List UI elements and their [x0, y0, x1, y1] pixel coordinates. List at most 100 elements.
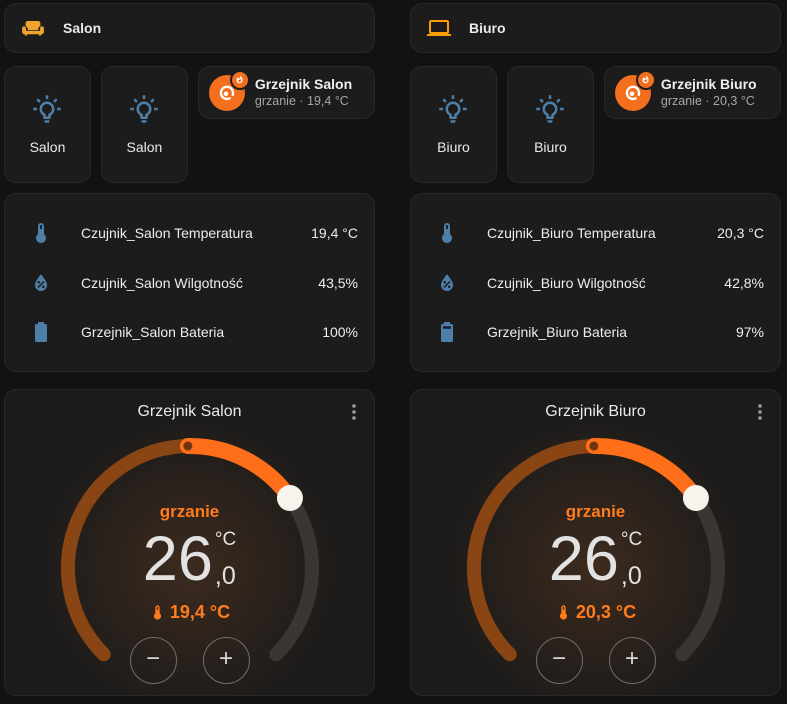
- light-button-label: Biuro: [437, 139, 470, 155]
- heater-chip-salon[interactable]: Grzejnik Salon grzanie · 19,4 °C: [197, 66, 375, 119]
- heater-chip-status: grzanie · 20,3 °C: [660, 94, 755, 109]
- sensor-value: 19,4 °C: [311, 224, 358, 241]
- dial-handle[interactable]: [276, 485, 303, 512]
- target-temperature: 26 °C ,0: [5, 524, 374, 594]
- thermometer-icon: [559, 605, 567, 620]
- laptop-icon: [427, 20, 451, 36]
- target-temp-decimal: ,0: [214, 562, 236, 590]
- thermometer-icon: [36, 222, 46, 243]
- dial-active-segment: [585, 438, 704, 507]
- sensors-card-biuro: Czujnik_Biuro Temperatura 20,3 °C Czujni…: [410, 193, 781, 372]
- target-temp-unit: °C: [620, 529, 643, 550]
- current-temperature-row: 20,3 °C: [411, 602, 780, 623]
- light-button-biuro-1[interactable]: Biuro: [410, 66, 497, 183]
- buttons-row-biuro: Biuro Biuro Grzejnik Biuro grzanie · 2: [410, 66, 781, 183]
- light-button-salon-1[interactable]: Salon: [4, 66, 91, 183]
- sensor-value: 20,3 °C: [717, 224, 764, 241]
- lightbulb-icon: [439, 95, 468, 123]
- light-button-salon-2[interactable]: Salon: [100, 66, 188, 183]
- target-temp-integer: 26: [548, 524, 619, 594]
- fire-icon: [635, 69, 656, 90]
- heater-chip-title: Grzejnik Salon: [254, 76, 353, 93]
- dial-track-heated: [466, 439, 601, 662]
- thermometer-icon: [153, 605, 161, 620]
- target-temp-integer: 26: [142, 524, 213, 594]
- buttons-row-salon: Salon Salon Grzejnik Salon grzanie · 1: [4, 66, 375, 183]
- light-button-label: Salon: [29, 139, 66, 155]
- battery-icon: [35, 322, 47, 343]
- thermostat-dial[interactable]: [410, 420, 781, 696]
- dial-glow: [440, 413, 751, 695]
- lightbulb-icon: [33, 95, 62, 123]
- light-button-biuro-2[interactable]: Biuro: [506, 66, 594, 183]
- temperature-steppers: − +: [411, 637, 780, 684]
- dial-active-segment: [179, 438, 298, 507]
- temperature-steppers: − +: [5, 637, 374, 684]
- sensor-name: Czujnik_Salon Temperatura: [81, 224, 253, 241]
- target-temperature: 26 °C ,0: [411, 524, 780, 594]
- current-temperature-row: 19,4 °C: [5, 602, 374, 623]
- heater-chip-texts: Grzejnik Biuro grzanie · 20,3 °C: [661, 75, 757, 109]
- header-card-salon: Salon: [4, 3, 375, 53]
- target-temp-decimal: ,0: [620, 562, 642, 590]
- battery-90-icon: [441, 322, 453, 343]
- thermostat-card-salon: Grzejnik Salon grzanie 26 °C ,0 19,4 °C: [4, 389, 375, 696]
- sensor-row-humidity[interactable]: Czujnik_Salon Wilgotność 43,5%: [21, 258, 358, 308]
- sensor-name: Czujnik_Biuro Temperatura: [487, 224, 656, 241]
- sensor-name: Czujnik_Biuro Wilgotność: [487, 274, 646, 291]
- lightbulb-icon: [536, 95, 565, 123]
- target-temp-unit: °C: [214, 529, 237, 550]
- sensor-row-temperature[interactable]: Czujnik_Salon Temperatura 19,4 °C: [21, 208, 358, 258]
- current-temperature: 20,3 °C: [575, 602, 637, 622]
- hvac-mode-label: grzanie: [159, 502, 220, 521]
- humidity-icon: [35, 273, 47, 291]
- sensor-name: Czujnik_Salon Wilgotność: [81, 274, 243, 291]
- sensor-value: 100%: [322, 324, 358, 341]
- column-biuro: Biuro Biuro Biuro: [410, 3, 781, 704]
- dial-handle[interactable]: [682, 485, 709, 512]
- heater-chip-biuro[interactable]: Grzejnik Biuro grzanie · 20,3 °C: [603, 66, 781, 119]
- lightbulb-icon: [130, 95, 159, 123]
- increase-temp-button[interactable]: +: [202, 637, 250, 684]
- heater-chip-texts: Grzejnik Salon grzanie · 19,4 °C: [255, 75, 352, 109]
- current-temperature: 19,4 °C: [169, 602, 231, 622]
- heater-chip-title: Grzejnik Biuro: [660, 76, 757, 93]
- header-card-biuro: Biuro: [410, 3, 781, 53]
- thermostat-title: Grzejnik Biuro: [545, 403, 646, 420]
- dial-track-remainder: [674, 491, 725, 662]
- sensor-name: Grzejnik_Biuro Bateria: [487, 324, 628, 341]
- thermostat-dial[interactable]: [4, 420, 375, 696]
- dial-current-temp-dot: [588, 441, 598, 451]
- decrease-temp-button[interactable]: −: [535, 637, 583, 684]
- increase-temp-button[interactable]: +: [608, 637, 656, 684]
- light-button-label: Biuro: [534, 139, 567, 155]
- sensor-row-temperature[interactable]: Czujnik_Biuro Temperatura 20,3 °C: [427, 208, 764, 258]
- sensor-name: Grzejnik_Salon Bateria: [81, 324, 225, 341]
- sensors-card-salon: Czujnik_Salon Temperatura 19,4 °C Czujni…: [4, 193, 375, 372]
- dial-track-heated: [60, 439, 195, 662]
- dial-current-temp-dot: [182, 441, 192, 451]
- light-button-label: Salon: [126, 139, 163, 155]
- sensor-row-battery[interactable]: Grzejnik_Salon Bateria 100%: [21, 307, 358, 357]
- decrease-temp-button[interactable]: −: [129, 637, 177, 684]
- sofa-icon: [22, 21, 44, 36]
- hvac-mode-label: grzanie: [565, 502, 626, 521]
- sensor-value: 42,8%: [724, 274, 764, 291]
- thermostat-card-biuro: Grzejnik Biuro grzanie 26 °C ,0 20,3 °C: [410, 389, 781, 696]
- humidity-icon: [441, 273, 453, 291]
- header-label: Salon: [63, 20, 102, 36]
- fire-icon: [229, 69, 250, 90]
- sensor-row-humidity[interactable]: Czujnik_Biuro Wilgotność 42,8%: [427, 258, 764, 308]
- thermometer-icon: [442, 222, 452, 243]
- column-salon: Salon Salon Salon: [4, 3, 375, 704]
- header-label: Biuro: [469, 20, 506, 36]
- sensor-value: 43,5%: [318, 274, 358, 291]
- heater-chip-icon-wrap: [614, 69, 656, 111]
- sensor-row-battery[interactable]: Grzejnik_Biuro Bateria 97%: [427, 307, 764, 357]
- thermostat-title: Grzejnik Salon: [137, 403, 242, 420]
- heater-chip-icon-wrap: [208, 69, 250, 111]
- dial-glow: [34, 413, 345, 695]
- sensor-value: 97%: [735, 324, 764, 341]
- dial-track-remainder: [268, 491, 319, 662]
